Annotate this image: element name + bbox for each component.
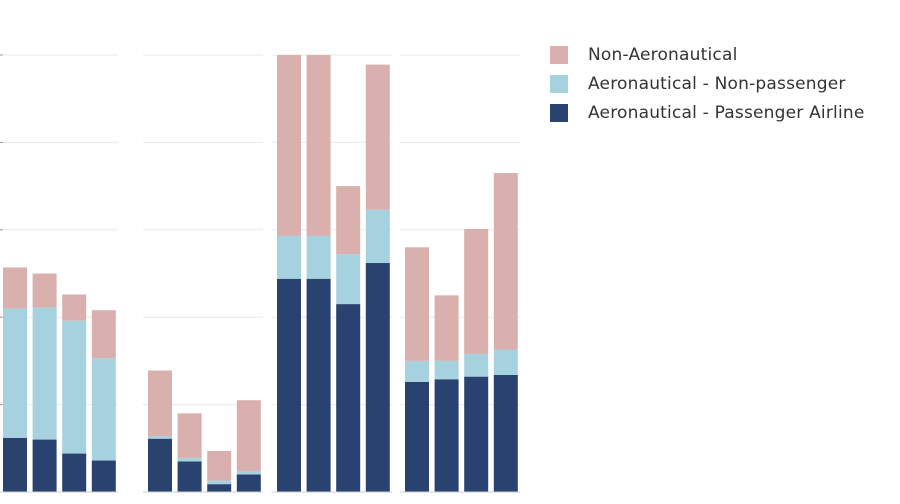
legend-label: Non-Aeronautical [588,44,738,65]
bar-segment [306,278,331,492]
legend-item-non-aeronautical: Non-Aeronautical [550,40,865,69]
legend-swatch [550,103,568,122]
bar-segment [434,379,459,492]
legend-item-aeronautical-non-passenger: Aeronautical - Non-passenger [550,69,865,98]
bar-segment [336,186,361,255]
bar-segment [464,376,489,492]
bar-segment [434,295,459,361]
legend-item-aeronautical-passenger-airline: Aeronautical - Passenger Airline [550,98,865,127]
bar-segment [434,360,459,380]
bar-segment [464,353,489,377]
bar-segment [148,370,172,437]
bar-segment [365,209,390,264]
bar-segment [493,349,518,375]
bar-segment [306,55,331,236]
legend-swatch [550,45,568,64]
bar-segment [277,55,301,236]
bar-segment [177,457,202,462]
bar-segment [62,294,87,321]
bar-segment [207,450,232,481]
bar-segment [365,64,390,210]
bar-segment [236,471,261,475]
bar-segment [148,436,172,439]
bar-segment [91,460,116,492]
bar-segment [493,374,518,492]
bar-segment [62,453,87,492]
bar-segment [405,381,429,492]
bar-segment [177,461,202,492]
bar-segment [277,278,301,492]
bar-segment [336,254,361,305]
bar-segment [236,474,261,492]
bar-segment [3,308,27,438]
bar-segment [405,247,429,361]
bar-segment [62,320,87,454]
bar-segment [306,235,331,279]
bar-segment [177,413,202,458]
legend-label: Aeronautical - Non-passenger [588,73,846,94]
legend-label: Aeronautical - Passenger Airline [588,102,865,123]
bar-segment [365,263,390,492]
bar-segment [405,360,429,382]
bar-segment [493,172,518,350]
bar-segment [336,304,361,492]
bar-segment [91,358,116,461]
bar-segment [207,484,232,492]
bar-segment [91,310,116,359]
bar-segment [148,438,172,492]
bar-segment [277,235,301,279]
legend: Non-Aeronautical Aeronautical - Non-pass… [550,40,865,127]
bar-segment [3,267,27,309]
bar-segment [32,439,57,492]
bar-segment [207,480,232,485]
bar-segment [464,228,489,354]
legend-swatch [550,74,568,93]
bar-segment [32,307,57,440]
bar-segment [3,437,27,492]
bar-segment [32,273,57,308]
bar-segment [236,400,261,472]
